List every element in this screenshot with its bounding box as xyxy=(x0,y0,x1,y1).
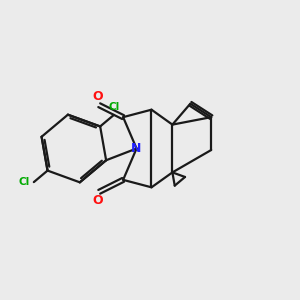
Text: N: N xyxy=(131,142,142,155)
Text: Cl: Cl xyxy=(18,177,29,187)
Text: O: O xyxy=(92,194,103,207)
Text: O: O xyxy=(92,90,103,103)
Text: Cl: Cl xyxy=(108,102,119,112)
